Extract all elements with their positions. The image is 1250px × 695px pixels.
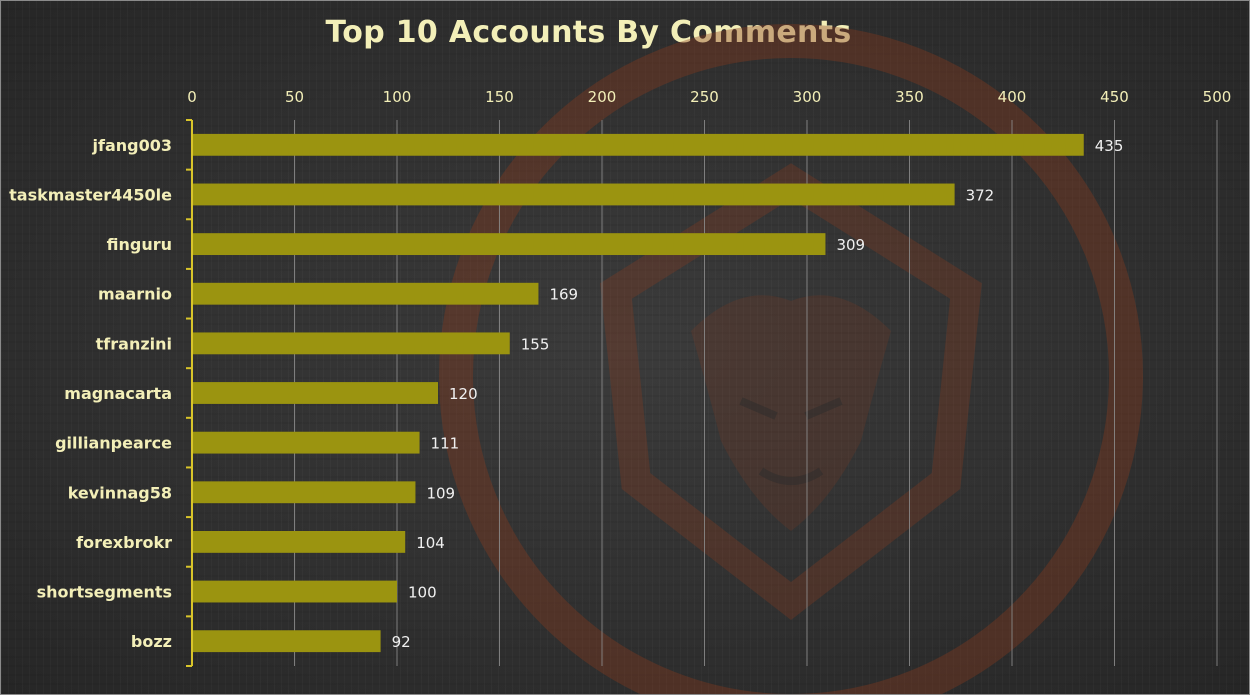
category-label: taskmaster4450le (9, 185, 172, 204)
lion-head-shield-logo (439, 24, 1143, 694)
category-labels: jfang003 taskmaster4450le finguru maarnio tf… (9, 136, 172, 651)
logo-lion-features (739, 397, 843, 485)
data-label: 309 (836, 236, 865, 254)
category-label: kevinnag58 (68, 483, 172, 502)
category-label: tfranzini (96, 334, 172, 353)
x-tick-label: 50 (285, 88, 304, 106)
logo-lion-face (691, 295, 891, 531)
value-axis-ticks: 0 50 100 150 200 250 300 350 400 450 500 (187, 88, 1231, 106)
category-label: jfang003 (92, 136, 172, 155)
category-label: bozz (131, 632, 172, 651)
category-label: gillianpearce (55, 434, 172, 453)
bar (193, 481, 416, 504)
category-label: magnacarta (64, 384, 172, 403)
x-tick-label: 0 (187, 88, 197, 106)
data-label: 169 (549, 286, 578, 304)
bar (193, 530, 406, 553)
category-label: shortsegments (37, 583, 172, 602)
data-label: 104 (416, 534, 445, 552)
bar (193, 630, 381, 653)
data-label: 100 (408, 584, 437, 602)
bar (193, 133, 1084, 156)
x-tick-label: 200 (588, 88, 617, 106)
data-labels: 435 372 309 169 155 120 111 109 104 100 92 (392, 137, 1124, 651)
x-tick-label: 500 (1203, 88, 1232, 106)
x-tick-label: 450 (1100, 88, 1129, 106)
category-axis (186, 119, 193, 667)
data-label: 155 (521, 335, 550, 353)
category-label: finguru (107, 235, 172, 254)
data-label: 372 (966, 186, 995, 204)
bar (193, 431, 420, 454)
data-label: 92 (392, 633, 411, 651)
x-tick-label: 150 (485, 88, 514, 106)
data-label: 435 (1095, 137, 1124, 155)
bar (193, 183, 955, 206)
x-tick-label: 300 (793, 88, 822, 106)
x-tick-label: 350 (895, 88, 924, 106)
x-tick-label: 100 (383, 88, 412, 106)
bar (193, 580, 397, 603)
bar (193, 382, 438, 404)
x-tick-label: 250 (690, 88, 719, 106)
logo-shield (600, 163, 982, 620)
data-label: 111 (431, 435, 460, 453)
bar (193, 282, 539, 305)
x-tick-label: 400 (998, 88, 1027, 106)
bar (193, 332, 510, 355)
data-label: 120 (449, 385, 478, 403)
bar (193, 233, 826, 256)
data-label: 109 (426, 484, 455, 502)
chart-title: Top 10 Accounts By Comments (325, 15, 852, 50)
bars (193, 133, 1084, 653)
category-label: forexbrokr (76, 533, 172, 552)
category-label: maarnio (98, 285, 172, 304)
logo-ring (439, 24, 1143, 694)
